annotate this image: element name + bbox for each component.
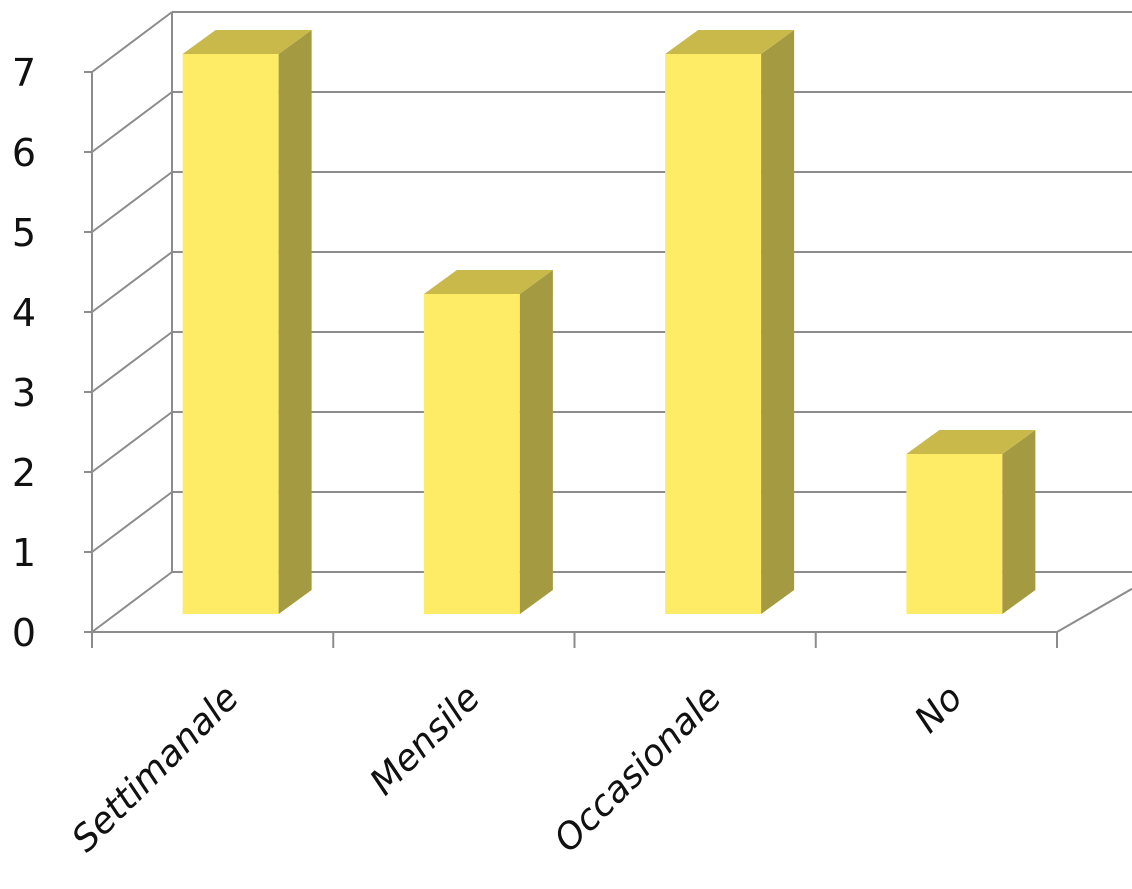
axes (84, 71, 1058, 648)
y-tick-label: 4 (12, 291, 36, 335)
gridline-diagonal (91, 411, 173, 473)
bars (182, 30, 1036, 614)
y-tick-label: 5 (12, 211, 36, 255)
bar-side-face (278, 30, 312, 614)
bar (665, 30, 795, 614)
x-category-label: Occasionale (546, 677, 729, 860)
bar (906, 430, 1036, 614)
x-category-label: Settimanale (64, 677, 247, 860)
bar (423, 270, 553, 614)
grid (91, 11, 1132, 633)
bar-top-face (423, 270, 553, 294)
gridline-diagonal (91, 11, 173, 73)
gridline-diagonal (91, 491, 173, 553)
bar (182, 30, 312, 614)
y-tick-label: 2 (12, 451, 36, 495)
bar-top-face (906, 430, 1036, 454)
bar-top-face (182, 30, 312, 54)
y-tick-label: 6 (12, 131, 36, 175)
x-category-labels: Settimanale Mensile Occasionale No (64, 677, 970, 860)
bar-front-face (423, 294, 520, 614)
bar-side-face (519, 270, 553, 614)
gridline-diagonal (91, 331, 173, 393)
y-tick-label: 3 (12, 371, 36, 415)
bar-front-face (906, 454, 1003, 614)
gridline-diagonal (91, 571, 173, 633)
bar-side-face (761, 30, 795, 614)
bar-top-face (665, 30, 795, 54)
gridline-diagonal (91, 171, 173, 233)
gridline-diagonal (91, 91, 173, 153)
y-tick-labels: 0 1 2 3 4 5 6 7 (12, 51, 36, 655)
x-category-label: Mensile (362, 677, 488, 803)
bar-front-face (182, 54, 279, 614)
y-tick-label: 1 (12, 531, 36, 575)
bar-side-face (1002, 430, 1036, 614)
floor-edge (1056, 587, 1132, 633)
gridline-diagonal (91, 251, 173, 313)
x-category-label: No (907, 677, 971, 741)
bar-front-face (665, 54, 762, 614)
y-tick-label: 0 (12, 611, 36, 655)
y-tick-label: 7 (12, 51, 36, 95)
